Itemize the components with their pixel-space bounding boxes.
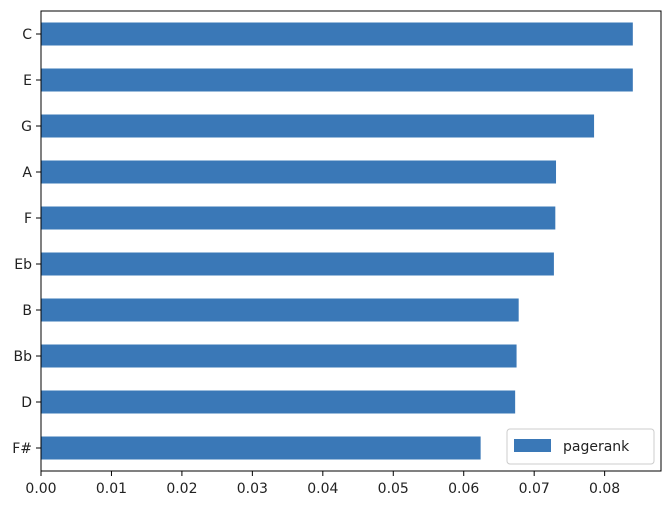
legend-label: pagerank xyxy=(563,439,630,455)
x-tick-label: 0.01 xyxy=(96,481,127,497)
x-tick-label: 0.02 xyxy=(166,481,197,497)
legend-box xyxy=(506,428,655,465)
y-tick-label: D xyxy=(21,395,32,411)
y-tick-label: Eb xyxy=(14,257,32,273)
y-tick-label: F xyxy=(24,211,32,227)
bar-G xyxy=(41,114,595,138)
y-tick-label: G xyxy=(21,119,32,135)
y-tick-label: F# xyxy=(12,441,32,457)
x-tick-label: 0.04 xyxy=(307,481,338,497)
bar-A xyxy=(41,160,557,184)
bar-D xyxy=(41,390,516,414)
y-tick-label: C xyxy=(22,27,32,43)
y-tick-label: B xyxy=(22,303,32,319)
x-tick-label: 0.03 xyxy=(237,481,268,497)
x-tick-label: 0.08 xyxy=(589,481,620,497)
plot-frame xyxy=(40,10,662,472)
y-tick-label: A xyxy=(22,165,32,181)
legend: pagerank xyxy=(506,428,655,465)
x-tick-label: 0.05 xyxy=(378,481,409,497)
x-axis: 0.00 0.01 0.02 0.03 0.04 0.05 0.06 0.07 0.08 xyxy=(25,471,620,497)
y-tick-label: E xyxy=(23,73,32,89)
bars-group xyxy=(41,22,633,460)
x-tick-label: 0.00 xyxy=(25,481,56,497)
legend-swatch xyxy=(514,439,551,452)
x-tick-label: 0.06 xyxy=(448,481,479,497)
y-tick-label: Bb xyxy=(14,349,33,365)
bar-F xyxy=(41,206,556,230)
y-axis: C E G A F Eb B Bb D F# xyxy=(12,27,41,457)
bar-B xyxy=(41,298,519,322)
bar-Bb xyxy=(41,344,517,368)
bar-F# xyxy=(41,436,481,460)
bar-Eb xyxy=(41,252,554,276)
bar-C xyxy=(41,22,633,46)
x-tick-label: 0.07 xyxy=(519,481,550,497)
bar-E xyxy=(41,68,633,92)
